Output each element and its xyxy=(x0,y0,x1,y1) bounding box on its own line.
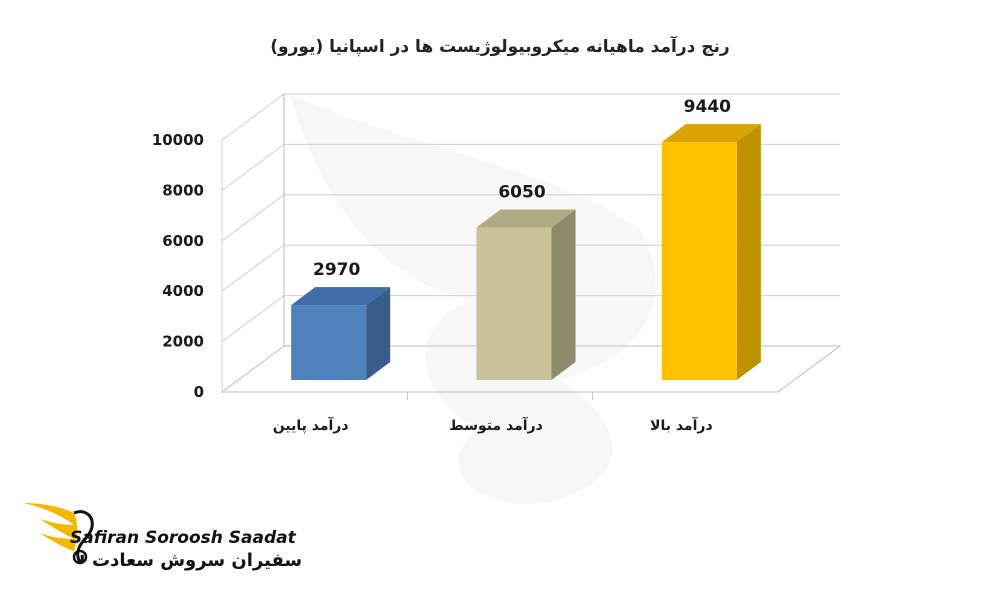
bar-top xyxy=(291,287,391,306)
company-logo xyxy=(24,503,94,565)
y-tick-label: 6000 xyxy=(162,232,204,250)
y-tick-label: 4000 xyxy=(162,282,204,300)
bar-side xyxy=(366,287,391,380)
y-tick-label: 2000 xyxy=(162,333,204,351)
data-label: 6050 xyxy=(498,183,545,203)
wing-watermark xyxy=(290,95,656,504)
bar-front xyxy=(476,227,552,380)
y-tick-label: 10000 xyxy=(152,131,204,149)
bar xyxy=(661,124,761,380)
wing-logo-icon xyxy=(24,503,94,565)
y-tick-label: 0 xyxy=(194,383,204,401)
data-label: 2970 xyxy=(313,260,360,280)
category-label: درآمد پایین xyxy=(273,416,349,434)
x-axis-categories: درآمد پایین درآمد متوسط درآمد بالا xyxy=(273,416,713,434)
y-tick-label: 8000 xyxy=(162,181,204,199)
category-label: درآمد بالا xyxy=(650,416,713,434)
data-label: 9440 xyxy=(684,97,731,117)
bar-side xyxy=(551,209,576,380)
bar xyxy=(291,287,391,380)
chart-title: رنج درآمد ماهیانه میکروبیولوژیست ها در ا… xyxy=(270,35,729,57)
chart-floor xyxy=(220,94,842,400)
bar-top xyxy=(476,209,576,228)
bar xyxy=(476,209,576,380)
y-axis-ticks: 0 2000 4000 6000 8000 10000 xyxy=(152,131,204,401)
bars xyxy=(291,124,761,380)
bar-side xyxy=(736,124,761,380)
category-label: درآمد متوسط xyxy=(449,416,543,434)
bar-top xyxy=(661,124,761,143)
bar-front xyxy=(291,305,367,380)
data-labels: 2970 6050 9440 xyxy=(313,97,731,280)
brand-name-en: Safiran Soroosh Saadat xyxy=(70,528,296,548)
brand-name-fa: سفیران سروش سعادت xyxy=(92,550,303,571)
bar-front xyxy=(661,142,737,380)
